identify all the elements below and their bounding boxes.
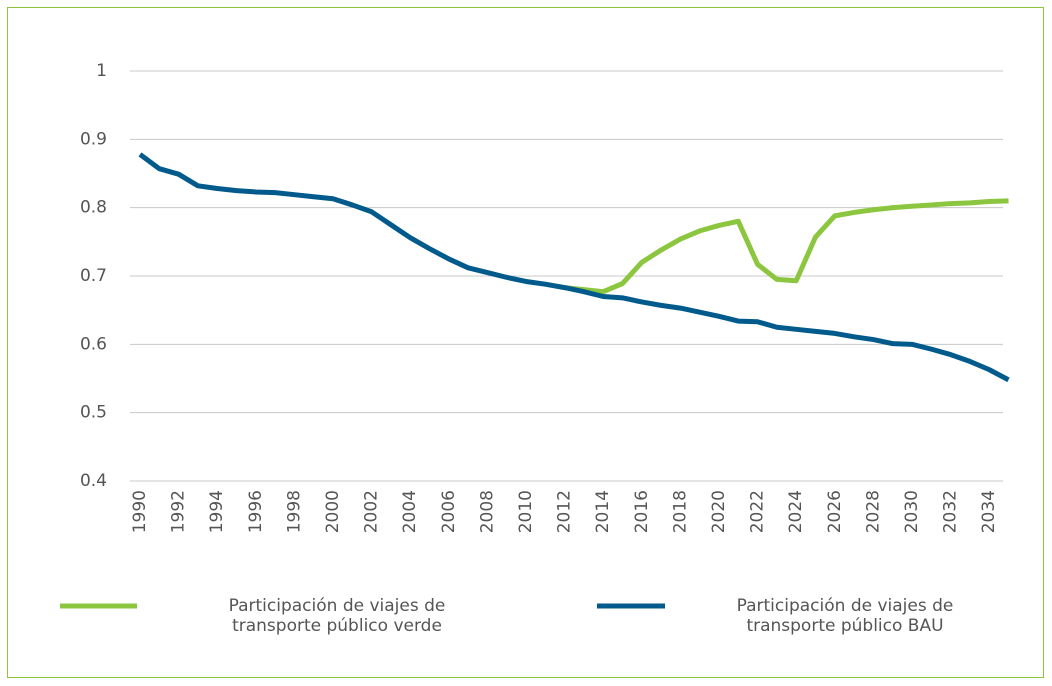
y-tick-label: 0.4: [80, 471, 107, 491]
x-tick-label: 2032: [941, 490, 961, 533]
y-tick-label: 0.6: [80, 334, 107, 354]
x-tick-label: 2006: [439, 490, 459, 533]
x-tick-label: 2014: [593, 490, 613, 533]
x-tick-label: 2024: [786, 490, 806, 533]
x-tick-label: 2016: [632, 490, 652, 533]
y-tick-label: 0.7: [80, 266, 107, 286]
x-tick-label: 1996: [246, 490, 266, 533]
x-tick-label: 2034: [979, 490, 999, 533]
x-tick-label: 2004: [400, 490, 420, 533]
legend-label: Participación de viajes de transporte pú…: [228, 596, 446, 636]
x-tick-label: 2002: [362, 490, 382, 533]
x-tick-label: 2026: [825, 490, 845, 533]
x-tick-label: 1990: [130, 490, 150, 533]
y-tick-label: 0.9: [80, 129, 107, 149]
x-tick-label: 2012: [555, 490, 575, 533]
y-tick-label: 1: [96, 61, 107, 81]
x-tick-label: 2010: [516, 490, 536, 533]
series-line: [138, 152, 1010, 383]
y-tick-label: 0.5: [80, 403, 107, 423]
x-tick-label: 2008: [477, 490, 497, 533]
x-tick-label: 1992: [169, 490, 189, 533]
y-tick-label: 0.8: [80, 198, 107, 218]
x-tick-label: 2020: [709, 490, 729, 533]
x-tick-label: 2022: [748, 490, 768, 533]
series-line: [564, 198, 1009, 295]
x-tick-label: 2028: [863, 490, 883, 533]
x-tick-label: 1998: [284, 490, 304, 533]
x-tick-label: 2018: [670, 490, 690, 533]
x-tick-label: 1994: [207, 490, 227, 533]
x-tick-label: 2030: [902, 490, 922, 533]
frame: [7, 7, 1044, 678]
x-tick-label: 2000: [323, 490, 343, 533]
legend-label: Participación de viajes de transporte pú…: [736, 596, 954, 636]
